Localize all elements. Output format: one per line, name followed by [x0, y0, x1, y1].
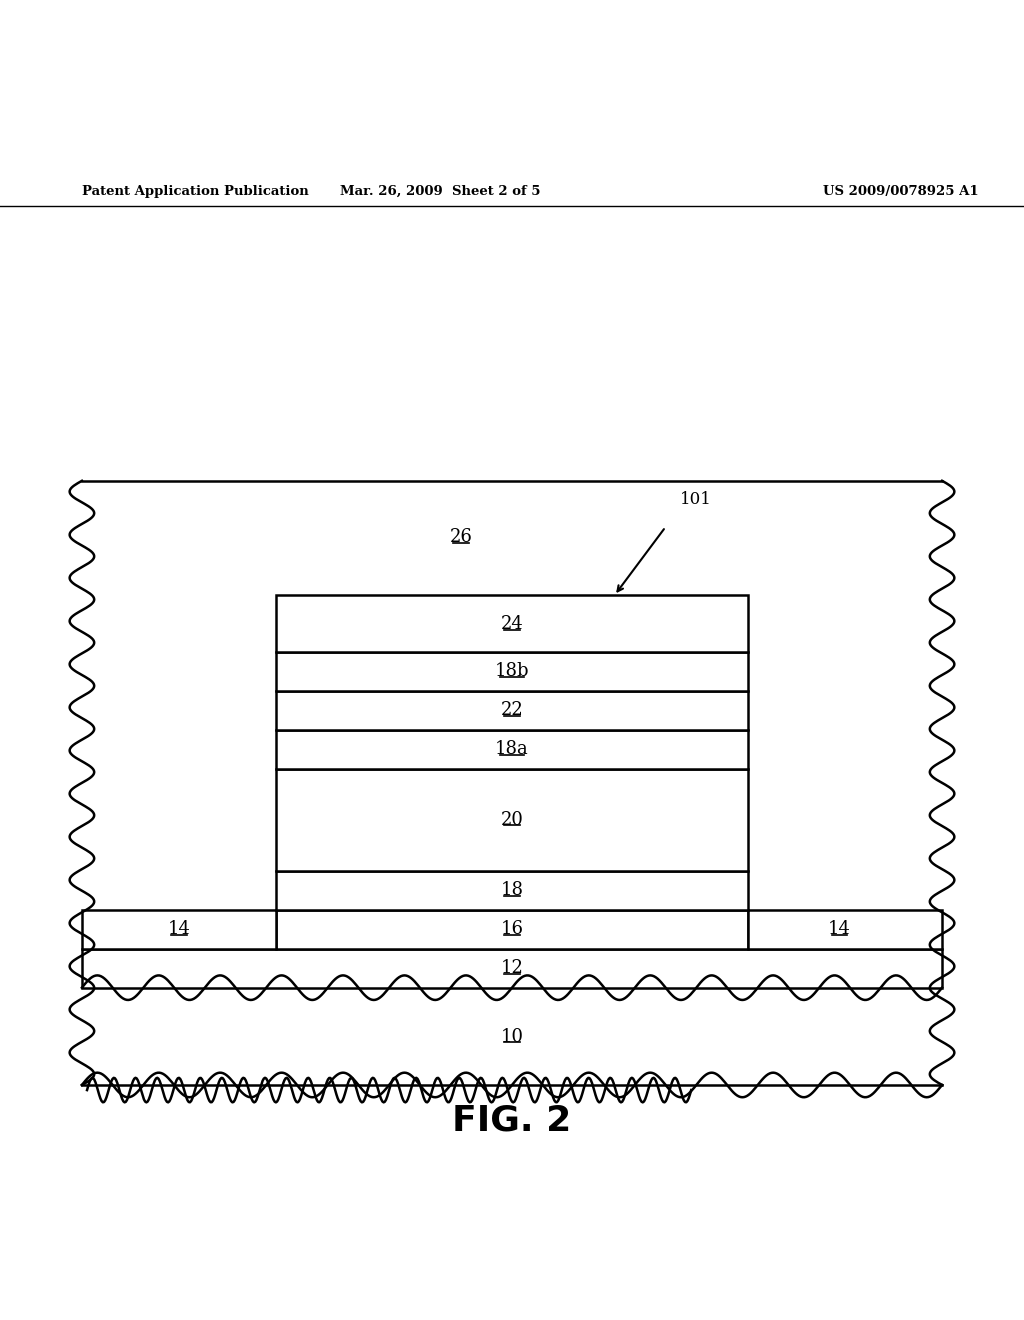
Text: 20: 20	[501, 810, 523, 829]
Bar	[276, 909, 748, 949]
Text: Mar. 26, 2009  Sheet 2 of 5: Mar. 26, 2009 Sheet 2 of 5	[340, 185, 541, 198]
Bar	[276, 730, 748, 768]
Text: 18: 18	[501, 882, 523, 899]
Text: 14: 14	[828, 920, 851, 939]
Text: US 2009/0078925 A1: US 2009/0078925 A1	[823, 185, 979, 198]
Bar	[748, 909, 942, 949]
Bar	[276, 768, 748, 871]
Text: Patent Application Publication: Patent Application Publication	[82, 185, 308, 198]
Text: 14: 14	[168, 920, 190, 939]
Bar	[276, 652, 748, 690]
Text: 18a: 18a	[496, 741, 528, 758]
Bar	[82, 909, 276, 949]
Text: FIG. 2: FIG. 2	[453, 1104, 571, 1138]
Text: 24: 24	[501, 615, 523, 634]
Text: 18b: 18b	[495, 663, 529, 680]
Text: 101: 101	[680, 491, 713, 508]
Text: 10: 10	[501, 1028, 523, 1045]
Bar	[276, 871, 748, 909]
Text: 12: 12	[501, 960, 523, 977]
Bar	[82, 949, 942, 987]
Bar	[276, 595, 748, 652]
Text: 16: 16	[501, 920, 523, 939]
Bar	[276, 690, 748, 730]
Text: 22: 22	[501, 701, 523, 719]
Text: 26: 26	[450, 528, 472, 546]
